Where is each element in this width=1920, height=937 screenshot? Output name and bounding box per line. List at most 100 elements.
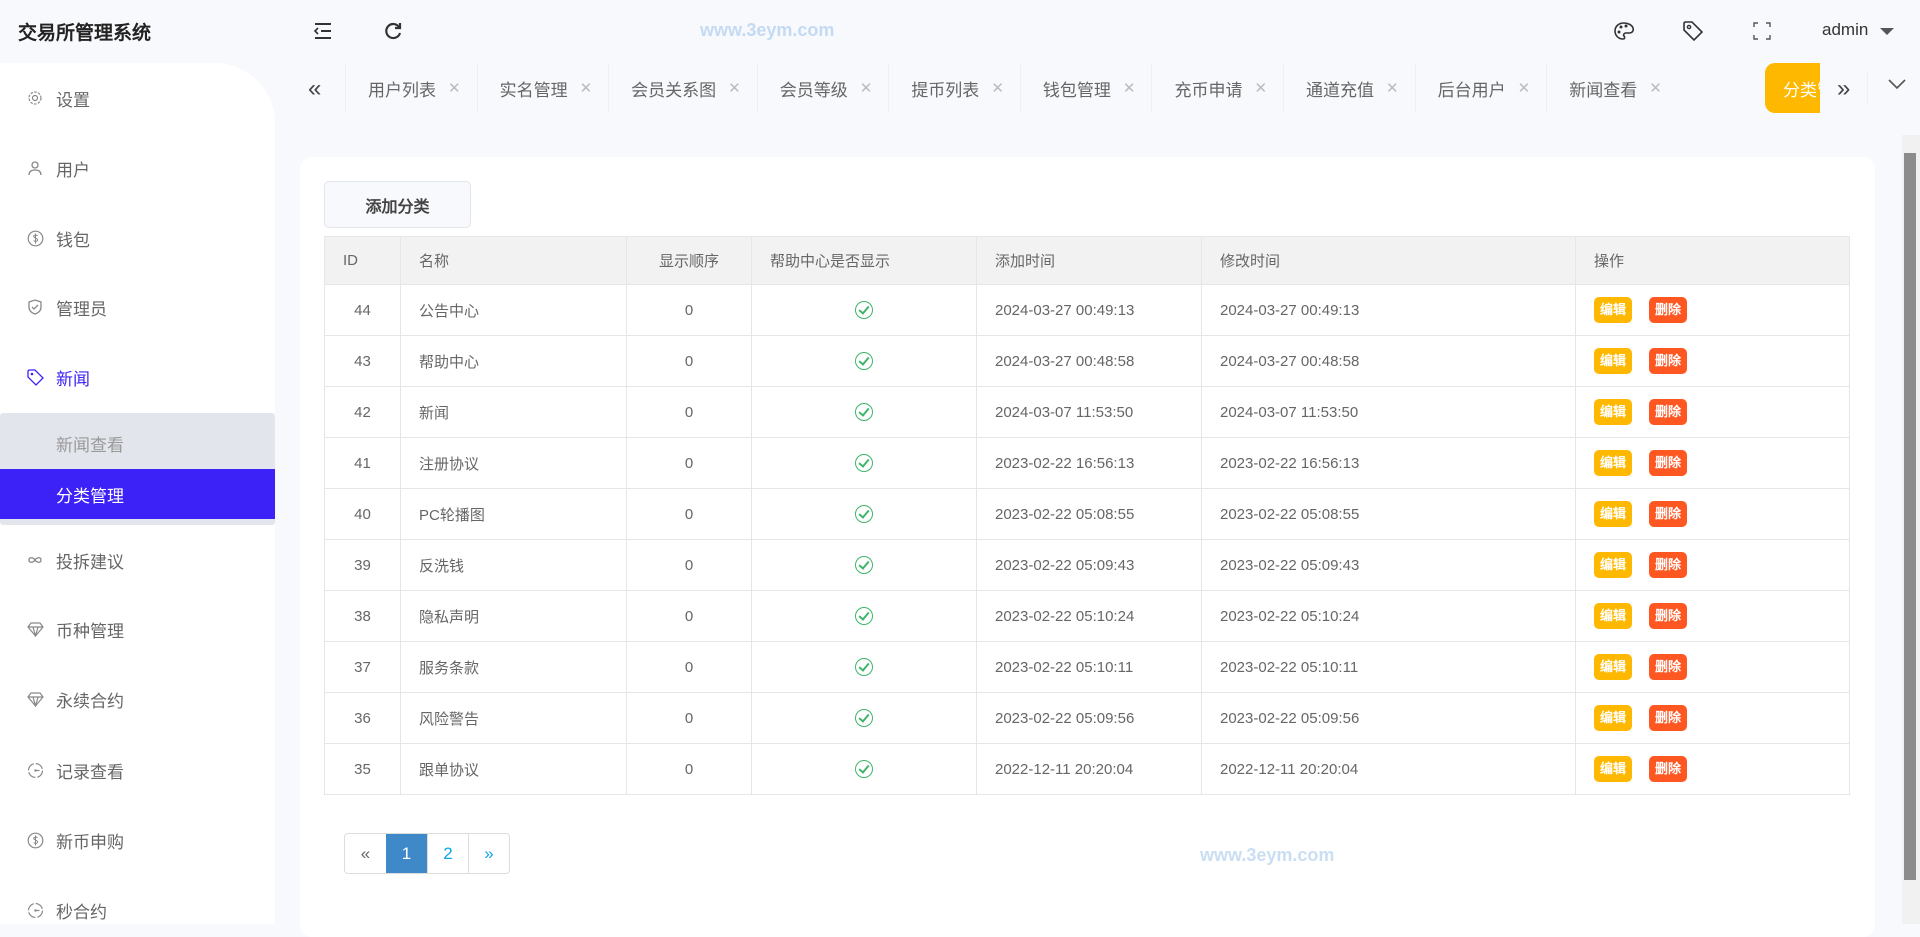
sidebar-item-1[interactable]: 用户	[0, 148, 275, 188]
delete-button[interactable]: 删除	[1649, 756, 1688, 782]
tab-7[interactable]: 通道充值 ✕	[1283, 63, 1415, 113]
collapse-icon[interactable]	[310, 18, 336, 44]
delete-button[interactable]: 删除	[1649, 654, 1688, 680]
tabs-scroll-right-icon[interactable]: »	[1837, 75, 1851, 102]
cell-show	[751, 539, 977, 591]
sidebar-item-6[interactable]: 币种管理	[0, 609, 275, 649]
tab-label: 分类管理	[1783, 80, 1820, 100]
edit-button[interactable]: 编辑	[1594, 603, 1633, 629]
page-1[interactable]: 1	[386, 834, 427, 873]
cell-modified: 2023-02-22 05:09:56	[1201, 692, 1576, 744]
cell-id: 36	[324, 692, 401, 744]
delete-button[interactable]: 删除	[1649, 603, 1688, 629]
close-icon[interactable]: ✕	[991, 80, 1004, 97]
tab-5[interactable]: 钱包管理 ✕	[1019, 63, 1152, 113]
tab-3[interactable]: 会员等级 ✕	[756, 63, 889, 113]
refresh-icon[interactable]	[380, 18, 406, 44]
delete-button[interactable]: 删除	[1649, 501, 1688, 527]
tab-1[interactable]: 实名管理 ✕	[476, 63, 609, 113]
palette-icon[interactable]	[1611, 18, 1637, 44]
user-menu[interactable]: admin	[1822, 20, 1869, 39]
cell-actions: 编辑 删除	[1575, 743, 1850, 795]
close-icon[interactable]: ✕	[1517, 80, 1531, 97]
sidebar-item-label: 管理员	[56, 299, 107, 319]
edit-button[interactable]: 编辑	[1594, 297, 1633, 323]
close-icon[interactable]: ✕	[1649, 80, 1662, 97]
tab-6[interactable]: 充币申请 ✕	[1151, 63, 1283, 113]
close-icon[interactable]: ✕	[1386, 80, 1399, 97]
tab-0[interactable]: 用户列表 ✕	[345, 63, 477, 113]
cell-order: 0	[626, 539, 752, 591]
check-circle-icon	[855, 709, 873, 728]
sidebar-item-9[interactable]: 新币申购	[0, 820, 275, 860]
sidebar-item-8[interactable]: 记录查看	[0, 750, 275, 790]
edit-button[interactable]: 编辑	[1594, 450, 1633, 476]
sidebar-item-0[interactable]: 设置	[0, 78, 275, 118]
tab-8[interactable]: 后台用户 ✕	[1414, 63, 1547, 113]
sidebar-item-label: 新币申购	[56, 832, 124, 852]
cell-id: 39	[324, 539, 401, 591]
delete-button[interactable]: 删除	[1649, 348, 1688, 374]
tabs-menu-chevron-down-icon[interactable]	[1888, 77, 1906, 95]
cell-show	[751, 692, 977, 744]
sidebar-item-7[interactable]: 永续合约	[0, 679, 275, 719]
cell-added: 2023-02-22 16:56:13	[976, 437, 1202, 489]
close-icon[interactable]: ✕	[728, 80, 741, 97]
page-prev[interactable]: «	[360, 843, 371, 863]
delete-button[interactable]: 删除	[1649, 705, 1688, 731]
scrollbar-thumb[interactable]	[1904, 153, 1916, 880]
cell-order: 0	[626, 641, 752, 693]
close-icon[interactable]: ✕	[859, 80, 873, 97]
tab-active[interactable]: 分类管理	[1765, 63, 1820, 113]
close-icon[interactable]: ✕	[1122, 80, 1136, 97]
submenu-news: 新闻查看 分类管理	[0, 413, 275, 525]
sidebar-item-10[interactable]: 秒合约	[0, 890, 275, 924]
tab-2[interactable]: 会员关系图 ✕	[608, 63, 757, 113]
close-icon[interactable]: ✕	[448, 80, 461, 97]
delete-button[interactable]: 删除	[1649, 552, 1688, 578]
tag-icon[interactable]	[1680, 18, 1706, 44]
fullscreen-icon[interactable]	[1749, 18, 1775, 44]
page-2[interactable]: 2	[427, 834, 468, 873]
delete-button[interactable]: 删除	[1649, 450, 1688, 476]
cell-actions: 编辑 删除	[1575, 335, 1850, 387]
cell-modified: 2024-03-07 11:53:50	[1201, 386, 1576, 438]
cell-show	[751, 488, 977, 540]
caret-down-icon[interactable]	[1880, 28, 1894, 35]
sidebar-item-4[interactable]: 新闻	[0, 357, 275, 397]
close-icon[interactable]: ✕	[579, 80, 593, 97]
edit-button[interactable]: 编辑	[1594, 399, 1633, 425]
edit-button[interactable]: 编辑	[1594, 654, 1633, 680]
tab-label: 提币列表	[911, 80, 980, 100]
delete-button[interactable]: 删除	[1649, 297, 1688, 323]
cell-added: 2023-02-22 05:09:43	[976, 539, 1202, 591]
table-row: 38 隐私声明 0 2023-02-22 05:10:24 2023-02-22 05:…	[324, 590, 1850, 642]
edit-button[interactable]: 编辑	[1594, 756, 1633, 782]
edit-button[interactable]: 编辑	[1594, 552, 1633, 578]
edit-button[interactable]: 编辑	[1594, 501, 1633, 527]
edit-button[interactable]: 编辑	[1594, 705, 1633, 731]
page-next[interactable]: »	[468, 834, 509, 873]
delete-button[interactable]: 删除	[1649, 399, 1688, 425]
close-icon[interactable]: ✕	[1254, 80, 1268, 97]
sidebar-item-3[interactable]: 管理员	[0, 287, 275, 327]
cell-added: 2024-03-27 00:49:13	[976, 284, 1202, 336]
clock-icon	[25, 762, 45, 779]
cell-id: 37	[324, 641, 401, 693]
edit-button[interactable]: 编辑	[1594, 348, 1633, 374]
tabs-scroll-left-icon[interactable]: «	[308, 75, 322, 102]
sidebar-item-2[interactable]: 钱包	[0, 218, 275, 258]
cell-id: 41	[324, 437, 401, 489]
add-category-button[interactable]: 添加分类	[324, 181, 471, 228]
sidebar-subitem-category[interactable]: 分类管理	[0, 469, 275, 519]
dollar-icon	[25, 230, 45, 247]
sidebar-subitem-news-view[interactable]: 新闻查看	[56, 435, 124, 455]
tab-9[interactable]: 新闻查看 ✕	[1546, 63, 1678, 113]
cell-added: 2024-03-07 11:53:50	[976, 386, 1202, 438]
cell-added: 2023-02-22 05:08:55	[976, 488, 1202, 540]
cell-added: 2022-12-11 20:20:04	[976, 743, 1202, 795]
tab-4[interactable]: 提币列表 ✕	[888, 63, 1020, 113]
sidebar-item-5[interactable]: 投拆建议	[0, 540, 275, 580]
tab-label: 新闻查看	[1569, 80, 1638, 100]
cell-order: 0	[626, 743, 752, 795]
